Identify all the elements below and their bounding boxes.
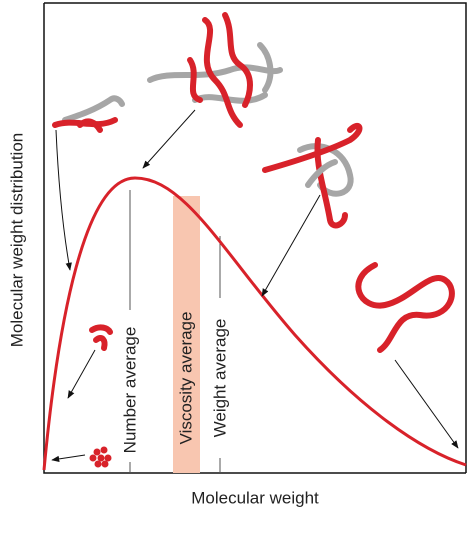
x-axis-label: Molecular weight: [191, 488, 319, 507]
polymer-large: [150, 15, 280, 125]
arrow: [262, 195, 320, 296]
polymer-single: [358, 265, 452, 350]
arrow: [52, 455, 85, 460]
marker-label: Number average: [120, 327, 139, 454]
diagram: Number average Viscosity average Weight …: [0, 0, 468, 539]
y-axis-label: Molecular weight distribution: [7, 133, 26, 348]
frame: [44, 3, 466, 473]
marker-label: Viscosity average: [176, 312, 195, 445]
polymer-small: [55, 98, 122, 130]
arrow: [56, 130, 70, 270]
arrow: [143, 110, 195, 168]
marker-label: Weight average: [210, 319, 229, 438]
monomers: [90, 447, 112, 468]
polymer-medium: [265, 126, 359, 226]
arrow: [68, 350, 95, 398]
polymer-tiny: [92, 327, 110, 348]
